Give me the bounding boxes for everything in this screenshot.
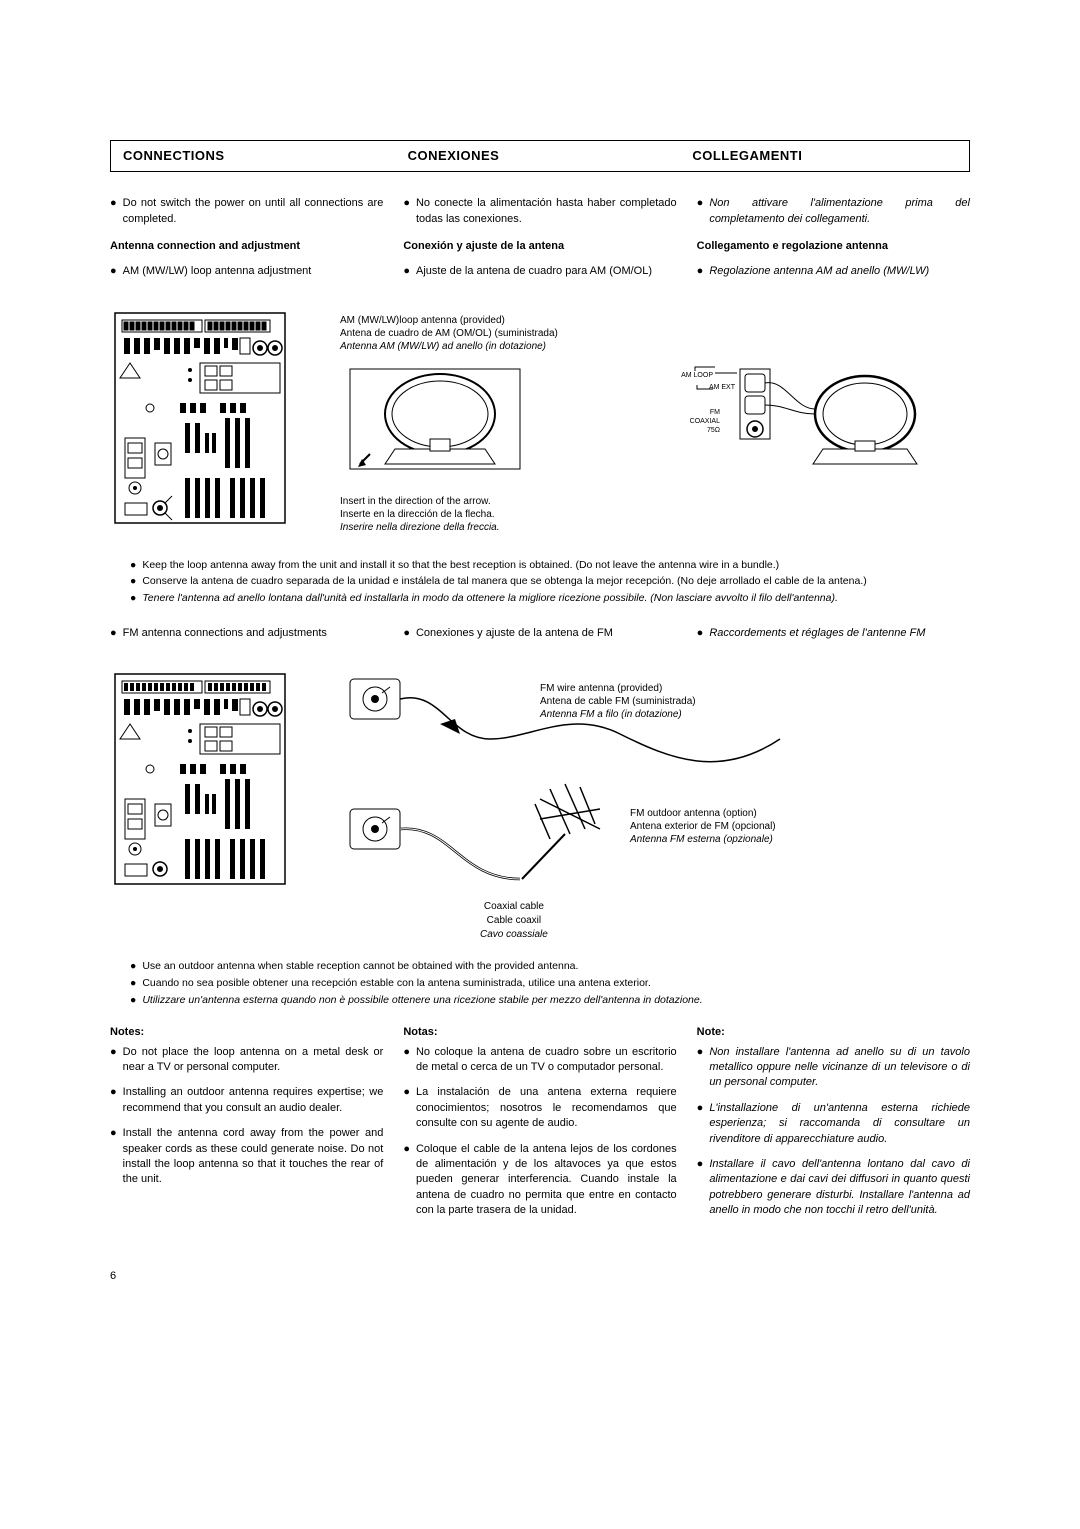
svg-text:AM EXT: AM EXT [709,384,736,391]
header-en: CONNECTIONS [123,147,388,165]
amadj-es: Ajuste de la antena de cuadro para AM (O… [416,264,652,279]
fm-diagram-section: FM wire antenna (provided) Antena de cab… [110,669,970,929]
outdoor-notes: ●Use an outdoor antenna when stable rece… [110,959,970,1007]
keep-antenna-notes: ●Keep the loop antenna away from the uni… [110,558,970,606]
sub1-es: Conexión y ajuste de la antena [403,239,676,254]
fm-es: Conexiones y ajuste de la antena de FM [416,626,613,641]
amadj-en: AM (MW/LW) loop antenna adjustment [123,264,312,279]
fm-it: Raccordements et réglages de l'antenne F… [709,626,925,641]
page-number: 6 [110,1269,970,1284]
device-back-2 [110,669,310,929]
loop-antenna-insert: Insert in the direction of the arrow. In… [340,359,645,540]
fm-en: FM antenna connections and adjustments [123,626,327,641]
section-header: CONNECTIONS CONEXIONES COLLEGAMENTI [110,140,970,172]
coax-label: Coaxial cable Cable coaxil Cavo coassial… [480,900,548,942]
am-diagram-section: AM (MW/LW)loop antenna (provided) Antena… [110,308,970,540]
loop-antenna-terminal: AM LOOP AM EXT FM COAXIAL 75Ω [665,359,970,540]
fm-head-row: ●FM antenna connections and adjustments … [110,626,970,651]
svg-text:AM LOOP: AM LOOP [681,372,713,379]
intro-it: Non attivare l'alimentazione prima del c… [709,196,970,227]
notes-head-en: Notes: [110,1025,383,1040]
intro-row: ●Do not switch the power on until all co… [110,196,970,290]
notes-head-it: Note: [697,1025,970,1040]
amadj-it: Regolazione antenna AM ad anello (MW/LW) [709,264,929,279]
header-it: COLLEGAMENTI [692,147,957,165]
intro-en: Do not switch the power on until all con… [123,196,384,227]
svg-text:FM: FM [710,409,720,416]
header-es: CONEXIONES [408,147,673,165]
fm-outdoor-label: FM outdoor antenna (option) Antena exter… [630,807,776,846]
sub1-en: Antenna connection and adjustment [110,239,383,254]
sub1-it: Collegamento e regolazione antenna [697,239,970,254]
notes-head-es: Notas: [403,1025,676,1040]
am-provided-caption: AM (MW/LW)loop antenna (provided) Antena… [340,314,970,353]
device-back-1 [110,308,310,528]
fm-wire-label: FM wire antenna (provided) Antena de cab… [540,682,696,721]
svg-text:75Ω: 75Ω [707,427,720,434]
intro-es: No conecte la alimentación hasta haber c… [416,196,677,227]
svg-text:COAXIAL: COAXIAL [690,418,720,425]
notes-section: Notes: ●Do not place the loop antenna on… [110,1025,970,1228]
